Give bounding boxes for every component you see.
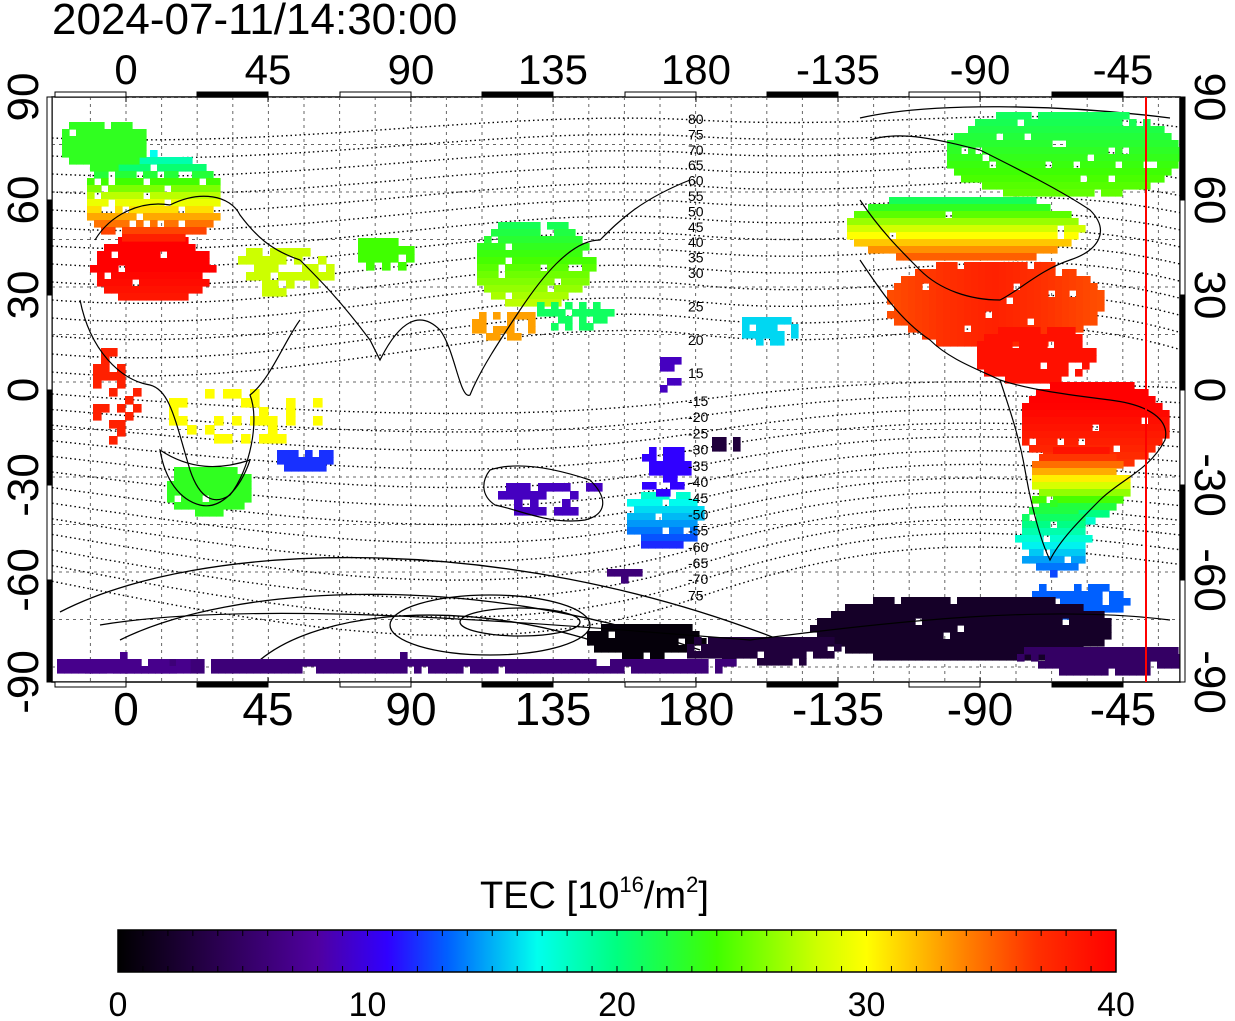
contour-label: 50 [688,203,704,219]
lon-tick-label: 0 [113,683,139,735]
lon-tick-label: -45 [1093,46,1154,93]
lat-tick-label: 0 [1185,378,1234,402]
contour-label: -25 [688,425,708,441]
map-content [52,97,1180,682]
contour-label: -60 [688,539,708,555]
lon-tick-label: 180 [661,46,731,93]
colorbar-tick-label: 20 [598,986,636,1021]
colorbar-tick-label: 30 [848,986,886,1021]
contour-label: -40 [688,474,708,490]
lat-tick-label: 60 [0,176,48,225]
contour-label: 40 [688,234,704,250]
latitude-labels-right: 90 60 30 0 -30 -60 -90 [1185,73,1234,714]
lat-tick-label: 90 [1185,73,1234,122]
lon-tick-label: 90 [385,683,436,735]
contour-label: 80 [688,111,704,127]
colorbar-tick-labels: 0 10 20 30 40 [109,986,1135,1021]
lon-tick-label: 135 [518,46,588,93]
contour-label: 20 [688,332,704,348]
contour-label: -15 [688,393,708,409]
contour-label: -50 [688,506,708,522]
lon-tick-label: -135 [792,683,884,735]
lon-tick-label: 90 [388,46,435,93]
latitude-labels-left: 90 60 30 0 -30 -60 -90 [0,73,48,714]
contour-label: -65 [688,555,708,571]
lon-tick-label: -90 [947,683,1013,735]
lon-tick-label: -90 [950,46,1011,93]
lon-tick-label: 135 [515,683,592,735]
contour-label: -35 [688,458,708,474]
contour-label: 45 [688,219,704,235]
contour-label: 25 [688,298,704,314]
contour-label: 75 [688,587,704,603]
lon-tick-label: -135 [796,46,880,93]
lon-tick-label: -45 [1090,683,1156,735]
colorbar-minor-ticks [142,930,1092,972]
contour-label: 60 [688,173,704,189]
colorbar-tick-label: 0 [109,986,128,1021]
contour-label: 15 [688,365,704,381]
contour-label: 70 [688,142,704,158]
contour-label: -30 [688,442,708,458]
timestamp-title: 2024-07-11/14:30:00 [52,0,457,44]
longitude-labels-bottom: 0 45 90 135 180 -135 -90 -45 [113,683,1156,735]
contour-label: 30 [688,265,704,281]
lon-tick-label: 45 [245,46,292,93]
colorbar-tick-label: 40 [1097,986,1135,1021]
contour-label: -55 [688,523,708,539]
lat-tick-label: -30 [0,453,48,517]
lon-tick-label: 0 [114,46,137,93]
axis-ticks [46,91,1186,688]
contour-label: 75 [688,126,704,142]
lat-tick-label: 90 [0,73,48,122]
lon-tick-label: 180 [658,683,735,735]
contour-label: 65 [688,157,704,173]
coastlines [79,135,1171,641]
colorbar [117,929,1117,973]
lat-tick-label: 30 [1185,271,1234,320]
contour-label: -45 [688,490,708,506]
lat-tick-label: 60 [1185,176,1234,225]
contour-label: -20 [688,409,708,425]
tec-data-layer [57,112,1180,676]
lat-tick-label: 0 [0,378,48,402]
contour-label: -70 [688,571,708,587]
lat-tick-label: -60 [1185,548,1234,612]
longitude-labels-top: 0 45 90 135 180 -135 -90 -45 [114,46,1153,93]
lat-tick-label: -30 [1185,453,1234,517]
lat-tick-label: -90 [0,650,48,714]
contour-label: 55 [688,188,704,204]
lon-tick-label: 45 [242,683,293,735]
colorbar-tick-label: 10 [349,986,387,1021]
lat-tick-label: -90 [1185,650,1234,714]
contour-label: 35 [688,250,704,266]
lat-tick-label: 30 [0,271,48,320]
lat-tick-label: -60 [0,548,48,612]
colorbar-title: TEC [1016/m2] [480,872,709,917]
